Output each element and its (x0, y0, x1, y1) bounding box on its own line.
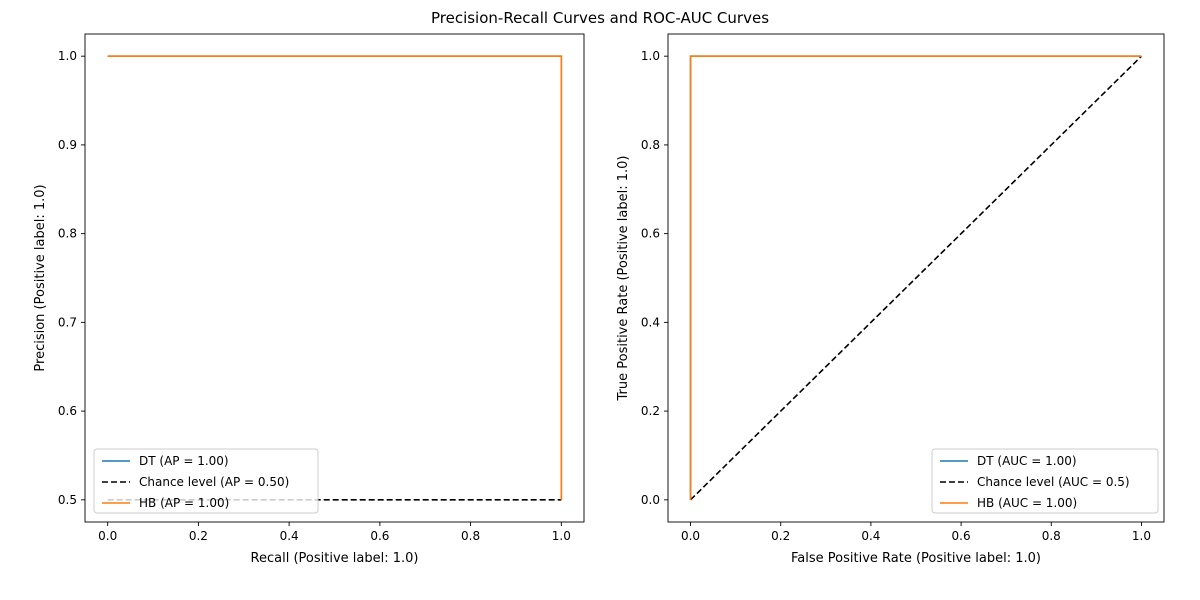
y-tick-label: 1.0 (641, 49, 660, 63)
axes-frame (667, 33, 1165, 523)
legend-label-1: Chance level (AUC = 0.5) (977, 475, 1130, 489)
series-line-2 (107, 55, 563, 500)
legend: DT (AUC = 1.00) Chance level (AUC = 0.5) H… (931, 448, 1159, 514)
x-tick-label: 0.8 (461, 529, 480, 543)
y-tick-label: 0.6 (641, 227, 660, 241)
series-line-1 (689, 55, 1143, 501)
y-tick-label: 0.6 (58, 404, 77, 418)
y-tick-label: 0.8 (58, 227, 77, 241)
legend-box (93, 448, 319, 514)
y-tick-label: 0.8 (641, 138, 660, 152)
axes-frame (84, 33, 585, 523)
x-tick-label: 0.4 (280, 529, 299, 543)
x-tick-label: 0.4 (861, 529, 880, 543)
legend-box (931, 448, 1159, 514)
x-tick-label: 0.6 (370, 529, 389, 543)
series-line-2 (689, 55, 1142, 500)
legend-label-2: HB (AUC = 1.00) (977, 496, 1077, 510)
x-tick-label: 1.0 (552, 529, 571, 543)
y-axis-label: Precision (Positive label: 1.0) (33, 184, 48, 371)
y-tick-label: 1.0 (58, 49, 77, 63)
legend: DT (AP = 1.00) Chance level (AP = 0.50) HB… (93, 448, 319, 514)
legend-label-0: DT (AUC = 1.00) (977, 454, 1077, 468)
legend-label-0: DT (AP = 1.00) (139, 454, 229, 468)
pr-chart: 0.0 0.2 0.4 0.6 0.8 1.0 0.5 0.6 0.7 0.8 0.9 1.0 Reca… (33, 33, 585, 566)
x-tick-label: 0.2 (771, 529, 790, 543)
legend-label-2: HB (AP = 1.00) (139, 496, 229, 510)
y-tick-label: 0.7 (58, 315, 77, 329)
x-axis-label: False Positive Rate (Positive label: 1.0… (791, 551, 1041, 566)
x-tick-label: 1.0 (1132, 529, 1151, 543)
x-tick-label: 0.0 (681, 529, 700, 543)
series-line-0 (107, 55, 563, 500)
y-tick-label: 0.5 (58, 493, 77, 507)
figure-title: Precision-Recall Curves and ROC-AUC Curv… (430, 9, 770, 27)
y-axis-label: True Positive Rate (Positive label: 1.0) (616, 156, 631, 402)
y-tick-label: 0.9 (58, 138, 77, 152)
roc-chart: 0.0 0.2 0.4 0.6 0.8 1.0 0.0 0.2 0.4 0.6 0.8 1.0 Fals… (616, 33, 1165, 566)
x-tick-label: 0.8 (1042, 529, 1061, 543)
x-axis-label: Recall (Positive label: 1.0) (251, 551, 419, 566)
x-tick-label: 0.0 (98, 529, 117, 543)
x-tick-label: 0.2 (189, 529, 208, 543)
y-tick-label: 0.0 (641, 493, 660, 507)
y-tick-label: 0.4 (641, 315, 660, 329)
y-tick-label: 0.2 (641, 404, 660, 418)
x-tick-label: 0.6 (952, 529, 971, 543)
legend-label-1: Chance level (AP = 0.50) (139, 475, 289, 489)
